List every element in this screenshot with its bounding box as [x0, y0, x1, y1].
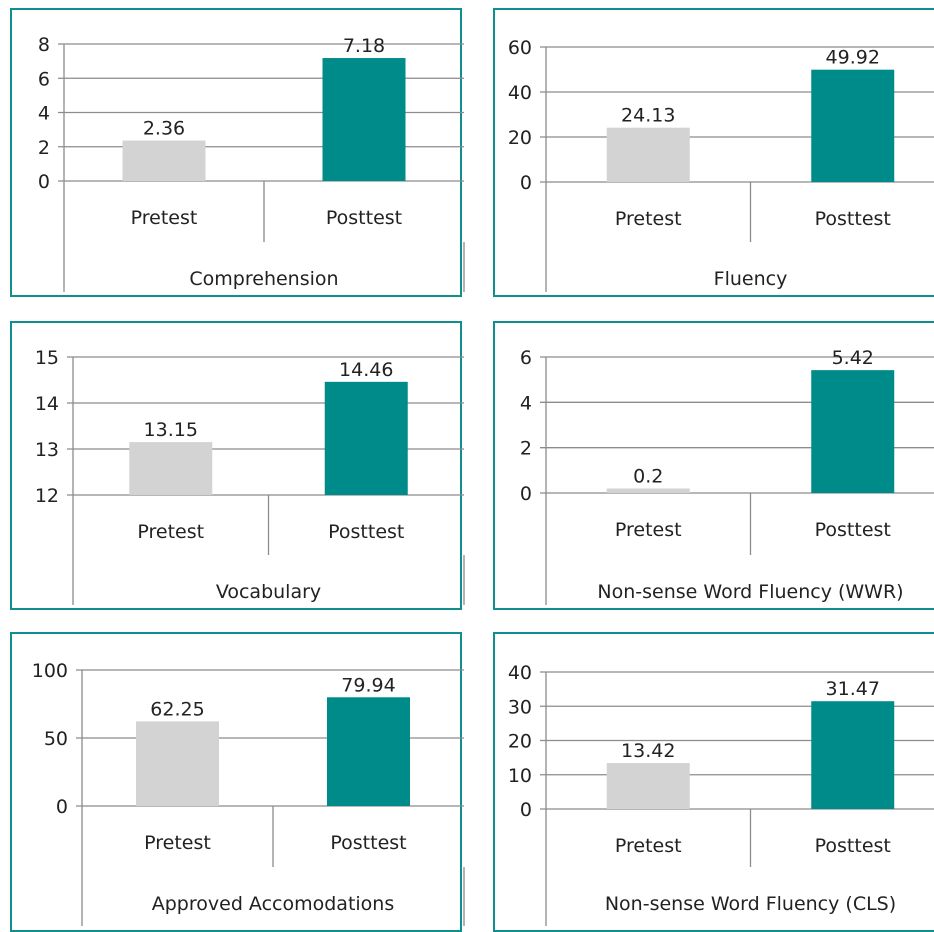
posttest-bar [322, 58, 406, 182]
pretest-bar [606, 127, 690, 182]
y-tick-label: 40 [508, 82, 532, 104]
bar-value-label: 2.36 [143, 118, 185, 140]
category-label: Pretest [615, 519, 682, 541]
y-tick-label: 8 [38, 34, 50, 56]
pretest-bar [122, 140, 206, 181]
pretest-bar [136, 721, 219, 806]
fluency-chart-panel: 0 20 40 60 24.13 Pretest 49.92 Posttest Fluency [493, 8, 934, 297]
y-tick-label: 12 [35, 485, 59, 507]
posttest-bar [811, 701, 895, 809]
y-tick-label: 0 [38, 171, 50, 193]
cls-chart-panel: 0 10 20 30 40 13.42 Pretest 31.47 Posttest Non-se… [493, 632, 934, 932]
y-tick-label: 50 [44, 728, 68, 750]
category-label: Pretest [131, 207, 198, 229]
pretest-bar [606, 763, 690, 809]
posttest-bar [811, 370, 895, 493]
wwr-chart-panel: 0 2 4 6 0.2 Pretest 5.42 Posttest Non-sense Word… [493, 321, 934, 610]
y-tick-label: 0 [520, 172, 532, 194]
y-tick-label: 0 [520, 799, 532, 821]
bar-value-label: 0.2 [633, 465, 663, 487]
y-tick-label: 6 [38, 68, 50, 90]
y-tick-label: 20 [508, 127, 532, 149]
bar-value-label: 79.94 [341, 674, 395, 696]
y-tick-label: 20 [508, 731, 532, 753]
bar-value-label: 31.47 [826, 678, 880, 700]
bar-value-label: 62.25 [150, 698, 204, 720]
bar-chart-svg: 0 50 100 62.25 Pretest 79.94 Posttest Approved … [32, 660, 465, 926]
x-axis-title: Comprehension [189, 268, 338, 290]
category-label: Pretest [615, 835, 682, 857]
bar-value-label: 7.18 [343, 35, 385, 57]
x-axis-title: Approved Accomodations [152, 893, 394, 915]
bar-value-label: 49.92 [826, 47, 880, 69]
accommodations-chart-panel: 0 50 100 62.25 Pretest 79.94 Posttest Approved … [10, 632, 465, 932]
x-axis-title: Fluency [714, 268, 788, 290]
category-label: Pretest [137, 521, 204, 543]
y-tick-label: 40 [508, 662, 532, 684]
y-tick-label: 0 [56, 796, 68, 818]
category-label: Posttest [330, 832, 406, 854]
y-tick-label: 100 [32, 660, 68, 682]
x-axis-title: Non-sense Word Fluency (CLS) [605, 893, 896, 915]
y-tick-label: 6 [520, 347, 532, 369]
bar-value-label: 13.15 [144, 419, 198, 441]
y-tick-label: 60 [508, 37, 532, 59]
y-tick-label: 2 [38, 137, 50, 159]
y-tick-label: 30 [508, 696, 532, 718]
bar-value-label: 14.46 [339, 359, 393, 381]
bar-value-label: 24.13 [621, 105, 675, 127]
category-label: Pretest [144, 832, 211, 854]
category-label: Posttest [326, 207, 402, 229]
y-tick-label: 0 [520, 483, 532, 505]
bar-chart-svg: 0 10 20 30 40 13.42 Pretest 31.47 Posttest Non-se… [508, 662, 934, 926]
posttest-bar [327, 697, 410, 806]
x-axis-title: Non-sense Word Fluency (WWR) [597, 581, 903, 603]
category-label: Posttest [815, 835, 891, 857]
bar-chart-svg: 0 2 4 6 0.2 Pretest 5.42 Posttest Non-sense Word… [520, 347, 934, 605]
category-label: Posttest [815, 208, 891, 230]
y-tick-label: 15 [35, 347, 59, 369]
category-label: Pretest [615, 208, 682, 230]
x-axis-title: Vocabulary [216, 581, 321, 603]
posttest-bar [811, 69, 895, 182]
pretest-bar [129, 442, 213, 495]
bar-chart-svg: 12 13 14 15 13.15 Pretest 14.46 Posttest Vocabul… [35, 347, 465, 605]
y-tick-label: 4 [520, 392, 532, 414]
y-tick-label: 4 [38, 103, 50, 125]
pretest-bar [606, 488, 690, 493]
bar-value-label: 13.42 [621, 740, 675, 762]
category-label: Posttest [328, 521, 404, 543]
y-tick-label: 13 [35, 439, 59, 461]
y-tick-label: 14 [35, 393, 59, 415]
bar-chart-svg: 0 20 40 60 24.13 Pretest 49.92 Posttest Fluency [508, 37, 934, 292]
y-tick-label: 10 [508, 765, 532, 787]
posttest-bar [324, 381, 408, 495]
comprehension-chart-panel: 0 2 4 6 8 2.36 Pretest 7.18 Posttest Comprehensio… [10, 8, 465, 297]
y-tick-label: 2 [520, 438, 532, 460]
category-label: Posttest [815, 519, 891, 541]
vocabulary-chart-panel: 12 13 14 15 13.15 Pretest 14.46 Posttest Vocabul… [10, 321, 465, 610]
bar-value-label: 5.42 [832, 347, 874, 369]
bar-chart-svg: 0 2 4 6 8 2.36 Pretest 7.18 Posttest Comprehensio… [38, 34, 465, 292]
